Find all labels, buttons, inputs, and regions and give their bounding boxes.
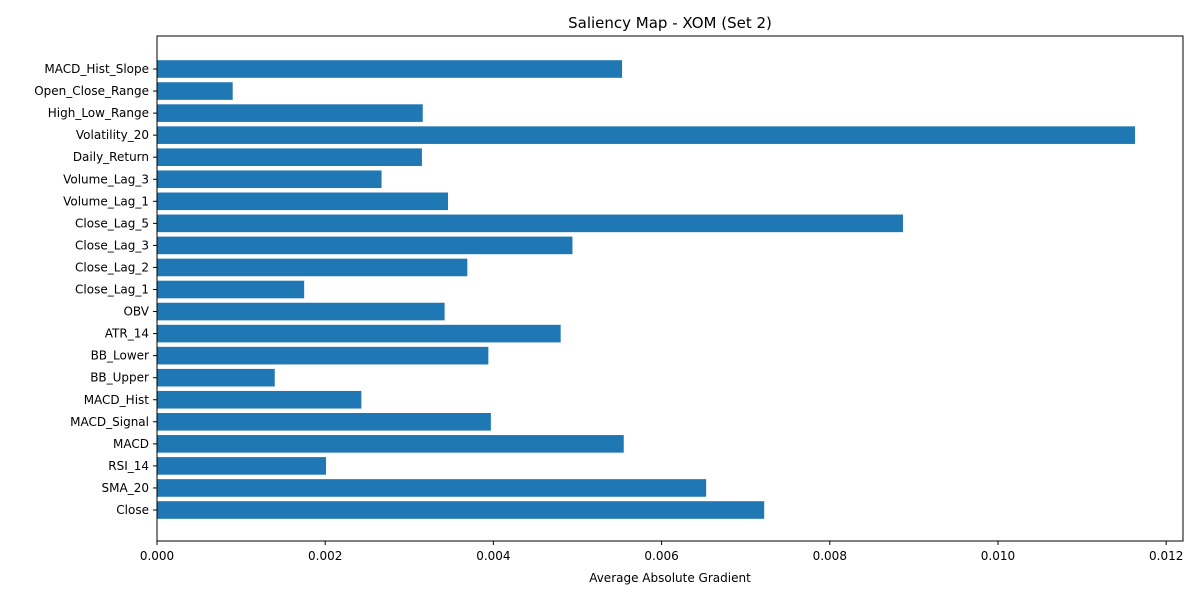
- bar-macd-hist: [157, 390, 362, 409]
- y-tick-label-daily-return: Daily_Return: [73, 150, 149, 164]
- y-tick-label-open-close-range: Open_Close_Range: [34, 84, 149, 98]
- bar-daily-return: [157, 148, 422, 166]
- y-tick-label-close-lag-1: Close_Lag_1: [75, 283, 149, 297]
- bar-sma-20: [157, 479, 707, 497]
- plot-frame: [156, 35, 1184, 542]
- y-tick-label-macd-hist-slope: MACD_Hist_Slope: [44, 62, 149, 76]
- chart-title: Saliency Map - XOM (Set 2): [568, 14, 772, 32]
- y-tick-label-close: Close: [116, 503, 149, 517]
- y-tick-label-macd-hist: MACD_Hist: [84, 393, 150, 407]
- x-axis-label: Average Absolute Gradient: [589, 571, 751, 585]
- bars-group: [157, 60, 1136, 519]
- y-tick-label-close-lag-2: Close_Lag_2: [75, 260, 149, 274]
- y-tick-label-macd: MACD: [113, 437, 149, 451]
- y-tick-label-volume-lag-3: Volume_Lag_3: [63, 172, 149, 186]
- x-tick-label: 0.012: [1149, 549, 1183, 563]
- bar-volume-lag-3: [157, 170, 382, 189]
- bar-macd-signal: [157, 413, 491, 431]
- bar-close-lag-1: [157, 280, 305, 299]
- x-tick-label: 0.000: [140, 549, 174, 563]
- y-tick-label-volatility-20: Volatility_20: [76, 128, 149, 142]
- bar-volume-lag-1: [157, 192, 448, 211]
- bar-macd-hist-slope: [157, 60, 623, 78]
- y-tick-label-bb-upper: BB_Upper: [90, 371, 149, 385]
- bar-open-close-range: [157, 82, 233, 100]
- bar-high-low-range: [157, 104, 423, 122]
- y-tick-label-atr-14: ATR_14: [105, 327, 149, 341]
- y-tick-label-obv: OBV: [123, 305, 149, 319]
- bar-bb-lower: [157, 346, 489, 365]
- y-tick-label-macd-signal: MACD_Signal: [70, 415, 149, 429]
- x-tick-label: 0.004: [476, 549, 510, 563]
- y-tick-label-bb-lower: BB_Lower: [91, 349, 149, 363]
- bar-rsi-14: [157, 457, 327, 475]
- bar-bb-upper: [157, 368, 275, 387]
- y-axis-ticks: Close SMA_20 RSI_14 MACD MACD_Signal MACD_His…: [34, 62, 157, 517]
- y-tick-label-rsi-14: RSI_14: [108, 459, 149, 473]
- bar-atr-14: [157, 324, 561, 343]
- bar-obv: [157, 302, 445, 321]
- bar-close-lag-3: [157, 236, 573, 255]
- x-tick-label: 0.008: [813, 549, 847, 563]
- x-tick-label: 0.006: [644, 549, 678, 563]
- bar-close: [157, 501, 765, 519]
- bar-macd: [157, 435, 624, 453]
- x-axis-ticks: 0.000 0.002 0.004 0.006 0.008 0.010 0.012: [140, 541, 1183, 563]
- bar-volatility-20: [157, 126, 1136, 144]
- y-tick-label-sma-20: SMA_20: [102, 481, 149, 495]
- bar-close-lag-2: [157, 258, 468, 277]
- y-tick-label-close-lag-5: Close_Lag_5: [75, 216, 149, 230]
- y-tick-label-volume-lag-1: Volume_Lag_1: [63, 194, 149, 208]
- x-tick-label: 0.002: [308, 549, 342, 563]
- x-tick-label: 0.010: [981, 549, 1015, 563]
- y-tick-label-close-lag-3: Close_Lag_3: [75, 238, 149, 252]
- bar-close-lag-5: [157, 214, 903, 233]
- y-tick-label-high-low-range: High_Low_Range: [48, 106, 149, 120]
